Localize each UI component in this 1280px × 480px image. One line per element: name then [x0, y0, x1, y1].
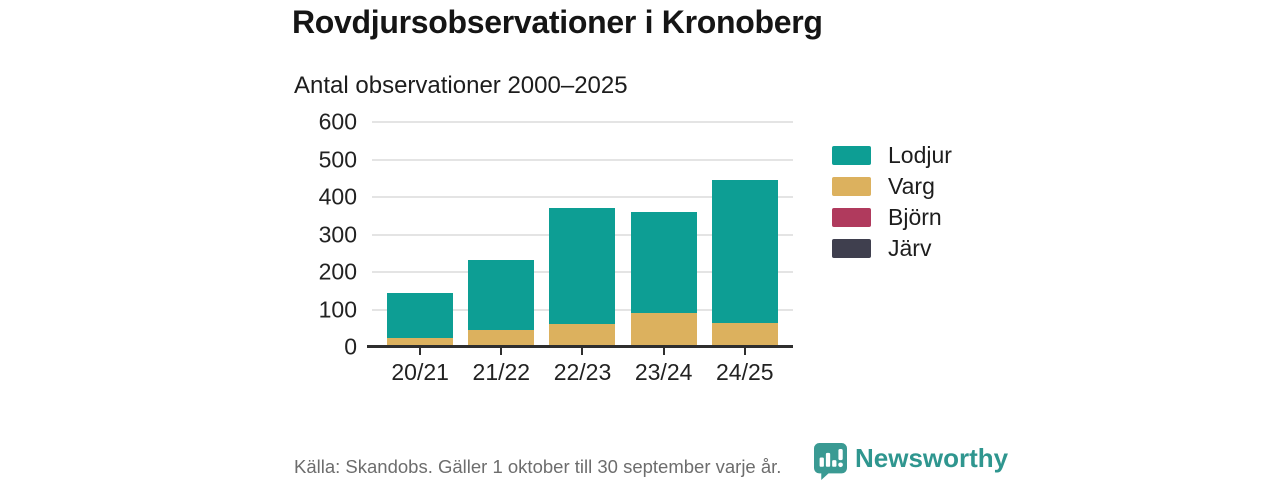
x-axis-category: 23/24 — [631, 348, 697, 386]
legend-label: Varg — [888, 173, 935, 199]
legend-swatch-icon — [832, 177, 871, 196]
bar-segment-lodjur — [468, 259, 535, 331]
bar-20/21 — [387, 293, 454, 347]
bar-segment-lodjur — [711, 180, 778, 323]
brand: Newsworthy — [814, 443, 1008, 480]
x-axis-label: 24/25 — [716, 359, 774, 385]
legend-swatch-icon — [832, 208, 871, 227]
bar-segment-lodjur — [387, 293, 454, 338]
brand-name: Newsworthy — [855, 443, 1009, 473]
x-axis-category: 20/21 — [387, 348, 453, 386]
y-axis-tick-label: 100 — [318, 296, 357, 322]
x-axis-tick — [419, 348, 422, 355]
bar-segment-varg — [549, 323, 616, 347]
legend-label: Järv — [888, 235, 932, 261]
bar-segment-varg — [468, 330, 535, 347]
legend-swatch-icon — [832, 239, 871, 258]
x-axis-label: 23/24 — [634, 359, 693, 385]
legend-item-varg: Varg — [832, 171, 952, 202]
legend-item-björn: Björn — [832, 202, 952, 233]
legend-item-järv: Järv — [832, 233, 952, 264]
bar-segment-varg — [711, 322, 778, 347]
plot-area: 0 100 200 300 400 500 600 — [319, 109, 793, 360]
y-axis-tick-label: 400 — [318, 183, 357, 210]
x-axis-tick — [581, 348, 584, 355]
x-axis-label: 21/22 — [472, 359, 531, 385]
bar-21/22 — [468, 259, 535, 347]
y-axis-tick-label: 200 — [318, 258, 357, 285]
gridline — [372, 121, 793, 123]
x-axis-category: 21/22 — [468, 348, 534, 386]
bar-segment-lodjur — [630, 212, 697, 314]
x-axis-tick — [662, 348, 665, 355]
chart-title: Rovdjursobservationer i Kronoberg — [292, 4, 823, 40]
y-axis-tick-label: 500 — [318, 146, 357, 172]
x-axis-tick — [500, 348, 503, 355]
bar-segment-varg — [630, 313, 697, 347]
legend-label: Björn — [888, 204, 942, 230]
y-axis-tick-label: 300 — [318, 221, 357, 247]
bar-segment-varg — [387, 337, 454, 347]
legend-swatch-icon — [832, 146, 871, 165]
x-axis-line — [367, 345, 793, 348]
x-axis-category: 22/23 — [549, 348, 615, 386]
gridline — [372, 196, 793, 198]
x-axis-label: 22/23 — [553, 359, 612, 385]
newsworthy-logo-icon — [814, 443, 847, 480]
bar-24/25 — [711, 180, 778, 347]
x-axis-category: 24/25 — [712, 348, 778, 386]
x-axis: 20/21 21/22 22/23 23/24 24/25 — [372, 348, 793, 386]
bars-container — [372, 122, 793, 347]
bar-segment-lodjur — [549, 207, 616, 324]
y-axis-tick-label: 600 — [318, 108, 357, 135]
bar-23/24 — [630, 212, 697, 347]
legend-label: Lodjur — [888, 142, 952, 168]
y-axis-tick-label: 0 — [344, 333, 357, 360]
gridline — [372, 158, 793, 161]
x-axis-tick — [743, 348, 746, 355]
source-note: Källa: Skandobs. Gäller 1 oktober till 3… — [294, 456, 782, 477]
legend-item-lodjur: Lodjur — [832, 140, 952, 171]
chart-subtitle: Antal observationer 2000–2025 — [294, 72, 628, 99]
x-axis-label: 20/21 — [391, 359, 449, 385]
legend: Lodjur Varg Björn Järv — [832, 140, 952, 264]
bar-22/23 — [549, 207, 616, 347]
